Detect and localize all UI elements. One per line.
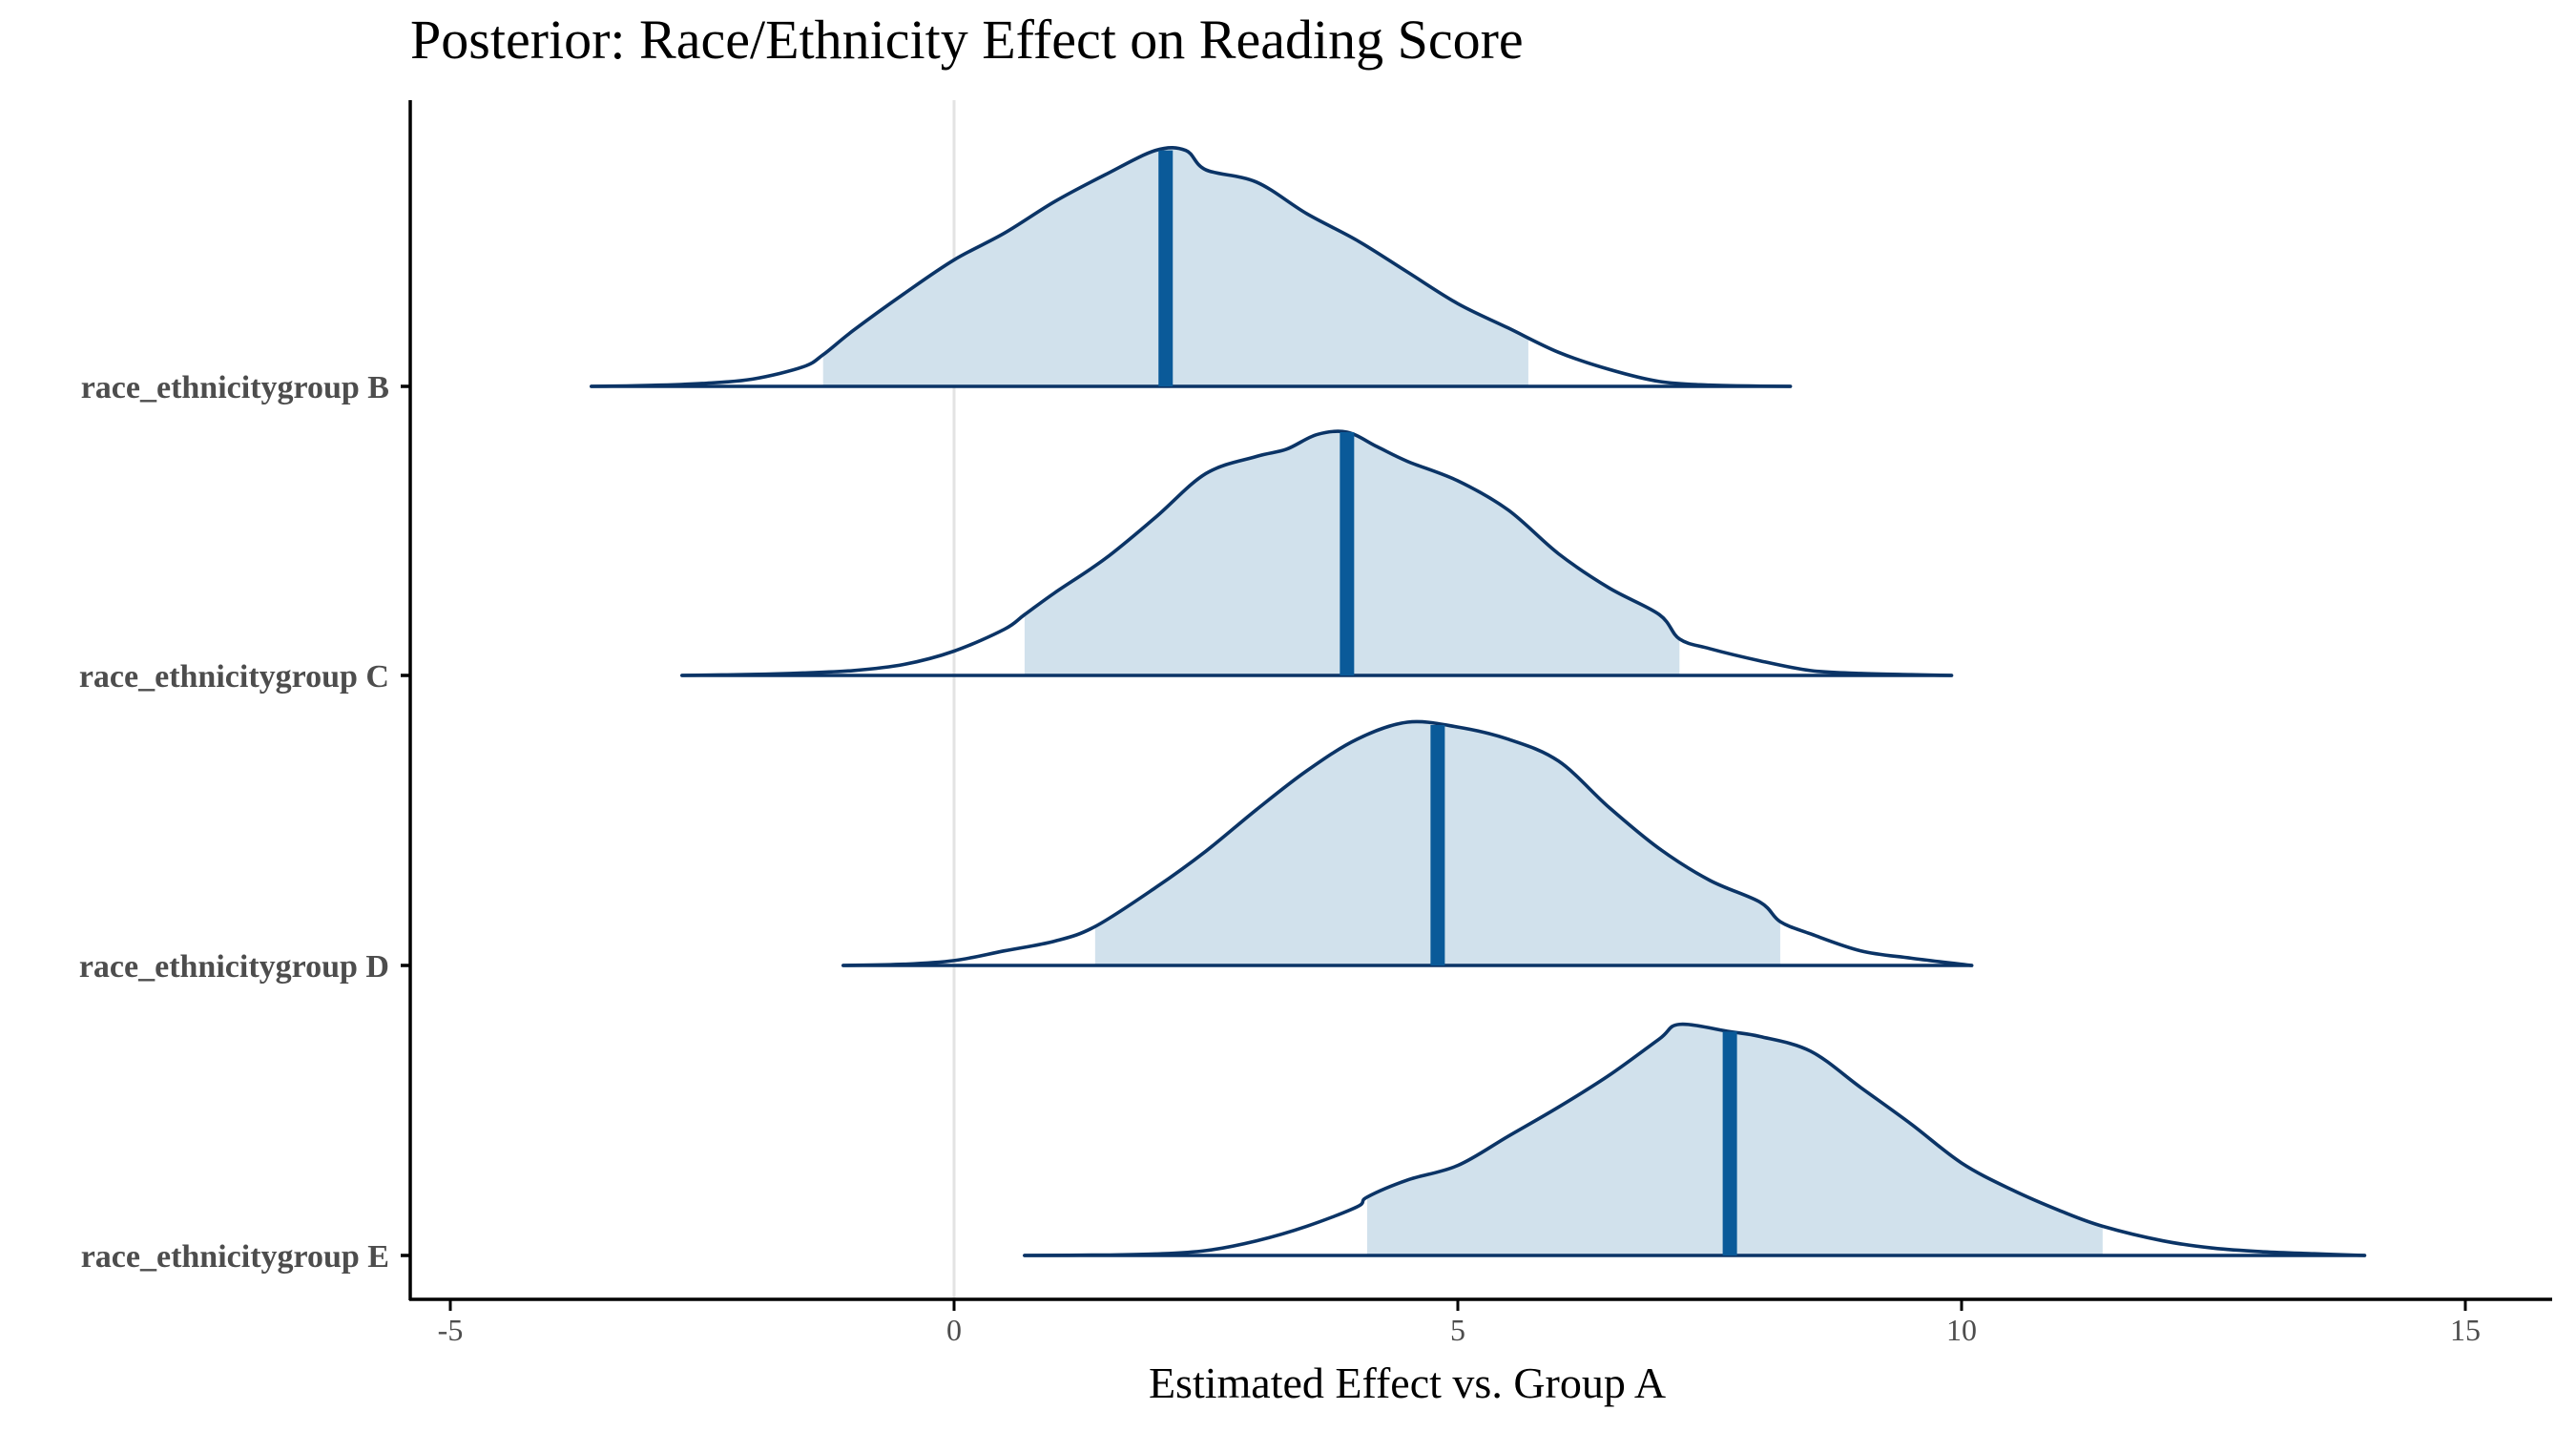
ridge-interval-fill bbox=[822, 147, 1528, 386]
ridge-density-outline bbox=[680, 429, 1954, 677]
x-tick-label: -5 bbox=[438, 1313, 464, 1347]
x-axis-title: Estimated Effect vs. Group A bbox=[1149, 1358, 1666, 1407]
ridge-density-outline bbox=[1023, 1022, 2367, 1257]
ridge-1 bbox=[590, 145, 1793, 388]
ridge-density-outline bbox=[841, 719, 1974, 967]
ridge-3 bbox=[841, 719, 1974, 967]
ridge-2 bbox=[680, 429, 1954, 677]
y-tick-label: race_ethnicitygroup C bbox=[79, 659, 389, 695]
y-tick-label: race_ethnicitygroup D bbox=[79, 949, 389, 985]
x-tick-label: 5 bbox=[1450, 1313, 1465, 1347]
ridge-density-outline bbox=[590, 145, 1793, 388]
x-tick-label: 0 bbox=[946, 1313, 962, 1347]
y-tick-label: race_ethnicitygroup B bbox=[81, 370, 389, 405]
x-tick-label: 10 bbox=[1946, 1313, 1977, 1347]
ridge-4 bbox=[1023, 1022, 2367, 1257]
y-tick-label: race_ethnicitygroup E bbox=[81, 1239, 389, 1275]
chart-title: Posterior: Race/Ethnicity Effect on Read… bbox=[410, 9, 1524, 71]
x-tick-label: 15 bbox=[2450, 1313, 2481, 1347]
